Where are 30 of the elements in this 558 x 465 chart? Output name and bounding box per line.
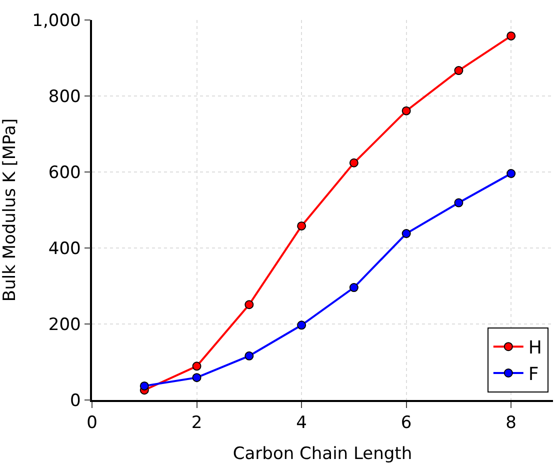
x-tick-label: 6 bbox=[400, 413, 412, 434]
x-tick-label: 8 bbox=[506, 413, 517, 434]
y-tick-label: 800 bbox=[48, 86, 81, 107]
y-tick-label: 600 bbox=[48, 162, 81, 183]
y-tick-label: 1,000 bbox=[32, 10, 81, 31]
y-tick-label: 0 bbox=[70, 390, 81, 411]
point bbox=[297, 320, 306, 330]
point bbox=[192, 373, 202, 382]
x-tick-label: 4 bbox=[296, 413, 307, 434]
legend-label: F bbox=[528, 364, 539, 386]
point bbox=[244, 351, 254, 360]
y-tick-label: 400 bbox=[48, 238, 81, 259]
point bbox=[506, 169, 516, 178]
point bbox=[506, 31, 516, 40]
point bbox=[349, 283, 358, 292]
point bbox=[244, 300, 254, 310]
point bbox=[349, 158, 358, 168]
point bbox=[140, 381, 149, 390]
point bbox=[454, 198, 464, 208]
x-tick-label: 2 bbox=[191, 413, 202, 434]
point bbox=[402, 106, 411, 116]
x-axis-title: Carbon Chain Length bbox=[232, 444, 412, 464]
point bbox=[297, 221, 306, 230]
point bbox=[192, 362, 202, 371]
y-tick-label: 200 bbox=[48, 314, 81, 335]
y-axis-title: Bulk Modulus K [MPa] bbox=[0, 118, 20, 302]
point bbox=[454, 66, 464, 76]
x-tick-label: 0 bbox=[86, 413, 98, 434]
legend-label: H bbox=[528, 338, 542, 359]
point bbox=[402, 229, 411, 238]
